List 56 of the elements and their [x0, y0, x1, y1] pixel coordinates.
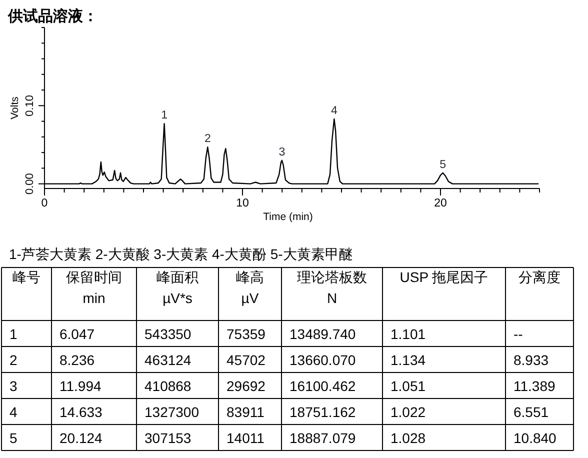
data-label: 8.933 [514, 352, 549, 368]
text: -- [514, 326, 523, 342]
data-label: 14011 [226, 430, 264, 446]
x-tick-label: 10 [236, 198, 249, 210]
text: 1-芦荟大黄素 2-大黄酸 3-大黄素 4-大黄酚 5-大黄素甲醚 [9, 246, 353, 262]
x-tick-label: 峰高 µV [235, 268, 265, 308]
data-label: 8.236 [60, 352, 95, 368]
data-label: 75359 [226, 326, 266, 342]
data-label: 1.022 [390, 404, 426, 420]
data-label: 1.101 [390, 326, 426, 342]
y-tick-label: 5 [10, 430, 18, 446]
data-label: 1.028 [390, 430, 426, 446]
data-label: 11.994 [60, 378, 102, 394]
data-label: 543350 [144, 326, 192, 342]
data-label: 11.389 [514, 378, 556, 394]
x-axis-title: Time (min) [263, 211, 313, 223]
annotation: 1 [161, 110, 168, 122]
data-label: 1.051 [390, 378, 426, 394]
annotation: 5 [440, 158, 446, 171]
annotation: 4 [330, 104, 338, 117]
data-label: 6.551 [514, 404, 549, 420]
x-tick-label: 保留时间 min [65, 268, 123, 308]
data-label: 20.124 [60, 430, 102, 446]
data-label: 307153 [144, 430, 192, 446]
annotation: 2 [204, 133, 211, 146]
data-label: 29692 [226, 378, 266, 394]
x-tick-label: 理论塔板数 N [296, 268, 368, 308]
y-axis-title: 峰号 [12, 268, 42, 286]
data-label: 16100.462 [290, 378, 356, 394]
data-label: 10.840 [514, 430, 556, 446]
x-tick-label: 分离度 [518, 268, 562, 286]
y-tick-label: 4 [10, 404, 18, 420]
data-label: 6.047 [60, 326, 95, 342]
data-label: 18887.079 [290, 430, 356, 446]
annotation: 3 [278, 146, 286, 158]
x-tick-label: 峰面积 µV*s [156, 268, 200, 308]
data-label: 410868 [144, 378, 192, 394]
y-axis-title: Volts [9, 96, 21, 120]
data-label: 18751.162 [290, 404, 356, 420]
data-label: 1.134 [390, 352, 426, 368]
data-label: 13489.740 [290, 326, 356, 342]
y-tick-label: 2 [10, 352, 18, 368]
x-tick-label: USP 拖尾因子 [398, 268, 490, 286]
data-label: 463124 [144, 352, 192, 368]
data-label: 14.633 [60, 404, 102, 420]
x-tick-label: 20 [434, 198, 447, 210]
data-label: 1327300 [144, 404, 200, 420]
y-tick-label: 3 [10, 378, 18, 394]
y-tick-label: 0.10 [24, 94, 36, 116]
y-tick-label: 1 [10, 326, 18, 342]
data-label: 83911 [226, 404, 264, 420]
data-label: 13660.070 [290, 352, 356, 368]
x-tick-label: 0 [41, 198, 48, 210]
y-tick-label: 0.00 [24, 173, 36, 195]
data-label: 45702 [226, 352, 266, 368]
chart-title: 供试品溶液： [7, 7, 98, 25]
